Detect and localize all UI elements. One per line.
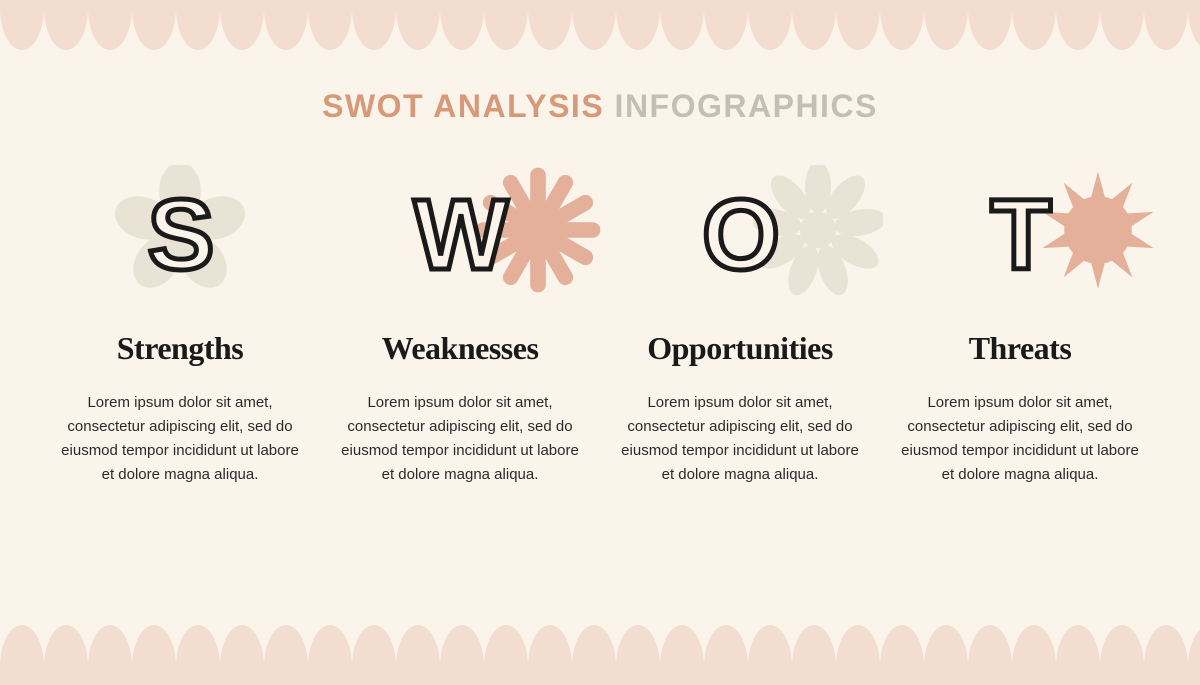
- bottom-scallop-border: [0, 625, 1200, 685]
- page-title: SWOT ANALYSIS INFOGRAPHICS: [0, 88, 1200, 125]
- letter-o: O: [702, 185, 778, 285]
- title-part-1: SWOT ANALYSIS: [322, 88, 604, 124]
- heading-strengths: Strengths: [50, 330, 310, 367]
- body-strengths: Lorem ipsum dolor sit amet, consectetur …: [50, 391, 310, 487]
- star-icon: [1033, 165, 1163, 295]
- shape-wrap: O: [610, 160, 870, 310]
- quad-threats: T Threats Lorem ipsum dolor sit amet, co…: [890, 160, 1150, 487]
- quad-weaknesses: W Weaknesses Lorem ipsum dolor sit amet,…: [330, 160, 590, 487]
- swot-grid: S Strengths Lorem ipsum dolor sit amet, …: [50, 160, 1150, 487]
- letter-w: W: [414, 185, 506, 285]
- body-threats: Lorem ipsum dolor sit amet, consectetur …: [890, 391, 1150, 487]
- shape-wrap: S: [50, 160, 310, 310]
- heading-threats: Threats: [890, 330, 1150, 367]
- top-scallop-border: [0, 0, 1200, 50]
- letter-t: T: [990, 185, 1049, 285]
- body-weaknesses: Lorem ipsum dolor sit amet, consectetur …: [330, 391, 590, 487]
- shape-wrap: W: [330, 160, 590, 310]
- heading-opportunities: Opportunities: [610, 330, 870, 367]
- shape-wrap: T: [890, 160, 1150, 310]
- letter-s: S: [148, 185, 213, 285]
- quad-strengths: S Strengths Lorem ipsum dolor sit amet, …: [50, 160, 310, 487]
- body-opportunities: Lorem ipsum dolor sit amet, consectetur …: [610, 391, 870, 487]
- quad-opportunities: O Opportunities Lorem ipsum dolor sit am…: [610, 160, 870, 487]
- heading-weaknesses: Weaknesses: [330, 330, 590, 367]
- title-part-2: INFOGRAPHICS: [615, 88, 878, 124]
